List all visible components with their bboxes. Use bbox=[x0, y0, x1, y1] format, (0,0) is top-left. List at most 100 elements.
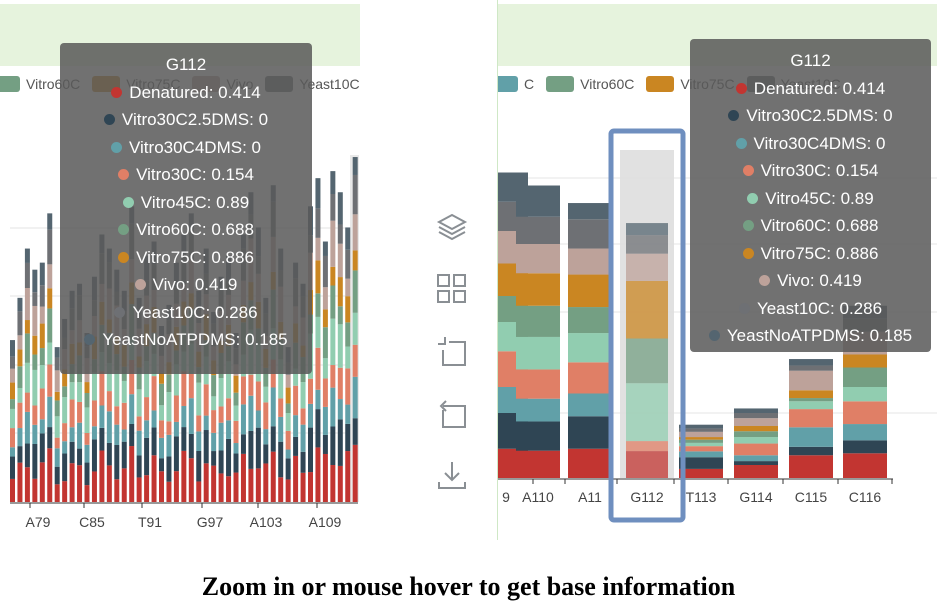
bar-segment[interactable] bbox=[843, 354, 887, 368]
bar-segment[interactable] bbox=[345, 322, 351, 347]
bar-segment[interactable] bbox=[322, 453, 328, 502]
bar-segment[interactable] bbox=[352, 444, 358, 502]
bar-segment[interactable] bbox=[337, 367, 343, 400]
bar-segment[interactable] bbox=[10, 428, 15, 448]
bar-segment[interactable] bbox=[17, 297, 23, 312]
bar-segment[interactable] bbox=[345, 249, 351, 279]
bar-segment[interactable] bbox=[188, 373, 194, 399]
bar-segment[interactable] bbox=[315, 447, 321, 502]
bar-segment[interactable] bbox=[568, 362, 612, 394]
bar-segment[interactable] bbox=[226, 398, 232, 421]
bar-segment[interactable] bbox=[308, 427, 313, 473]
bar-segment[interactable] bbox=[734, 413, 778, 419]
bar-segment[interactable] bbox=[84, 392, 90, 408]
bar-segment[interactable] bbox=[679, 431, 723, 438]
bar-segment[interactable] bbox=[188, 458, 194, 502]
bar-segment[interactable] bbox=[516, 336, 560, 370]
download-icon[interactable] bbox=[430, 453, 474, 497]
bar-segment[interactable] bbox=[308, 378, 313, 404]
bar-segment[interactable] bbox=[39, 262, 45, 286]
bar-segment[interactable] bbox=[679, 468, 723, 478]
bar-segment[interactable] bbox=[32, 269, 38, 293]
bar-segment[interactable] bbox=[293, 385, 299, 416]
bar-segment[interactable] bbox=[626, 223, 668, 236]
bar-segment[interactable] bbox=[54, 391, 60, 401]
bar-segment[interactable] bbox=[330, 387, 336, 427]
bar-segment[interactable] bbox=[54, 400, 60, 417]
bar-segment[interactable] bbox=[337, 306, 343, 325]
bar-segment[interactable] bbox=[196, 481, 202, 502]
bar-segment[interactable] bbox=[24, 333, 30, 363]
bar-segment[interactable] bbox=[84, 444, 90, 463]
bar-segment[interactable] bbox=[10, 456, 15, 479]
bar-segment[interactable] bbox=[159, 420, 164, 438]
bar-segment[interactable] bbox=[17, 366, 23, 388]
bar-segment[interactable] bbox=[114, 424, 120, 445]
bar-segment[interactable] bbox=[47, 364, 53, 397]
bar-segment[interactable] bbox=[84, 462, 90, 486]
bar-segment[interactable] bbox=[337, 419, 343, 466]
bar-segment[interactable] bbox=[352, 270, 358, 313]
bar-segment[interactable] bbox=[233, 453, 239, 473]
bar-segment[interactable] bbox=[17, 446, 23, 463]
bar-segment[interactable] bbox=[734, 426, 778, 432]
bar-segment[interactable] bbox=[114, 444, 120, 480]
bar-segment[interactable] bbox=[843, 401, 887, 425]
bar-segment[interactable] bbox=[211, 410, 217, 433]
bar-segment[interactable] bbox=[196, 450, 202, 482]
bar-segment[interactable] bbox=[568, 333, 612, 363]
bar-segment[interactable] bbox=[233, 375, 239, 393]
bar-segment[interactable] bbox=[91, 372, 97, 401]
bar-segment[interactable] bbox=[32, 305, 38, 336]
bar-segment[interactable] bbox=[226, 361, 232, 399]
bar-segment[interactable] bbox=[679, 451, 723, 458]
bar-segment[interactable] bbox=[173, 395, 179, 422]
bar-segment[interactable] bbox=[789, 398, 833, 402]
bar-segment[interactable] bbox=[255, 468, 261, 502]
bar-segment[interactable] bbox=[516, 305, 560, 337]
bar-segment[interactable] bbox=[330, 365, 336, 388]
bar-segment[interactable] bbox=[337, 243, 343, 278]
bar-segment[interactable] bbox=[226, 476, 232, 502]
bar-segment[interactable] bbox=[345, 296, 351, 323]
bar-segment[interactable] bbox=[32, 369, 38, 406]
bar-segment[interactable] bbox=[679, 457, 723, 469]
bar-segment[interactable] bbox=[62, 441, 68, 454]
bar-segment[interactable] bbox=[151, 410, 157, 428]
bar-segment[interactable] bbox=[233, 420, 239, 444]
bar-segment[interactable] bbox=[226, 438, 232, 477]
bar-segment[interactable] bbox=[32, 424, 38, 444]
bar-segment[interactable] bbox=[315, 347, 321, 390]
bar-segment[interactable] bbox=[734, 455, 778, 462]
bar-segment[interactable] bbox=[218, 422, 224, 451]
bar-segment[interactable] bbox=[47, 213, 53, 230]
bar-segment[interactable] bbox=[337, 465, 343, 502]
bar-segment[interactable] bbox=[278, 416, 284, 442]
bar-segment[interactable] bbox=[62, 423, 68, 442]
bar-segment[interactable] bbox=[218, 473, 224, 502]
bar-segment[interactable] bbox=[278, 477, 284, 502]
bar-segment[interactable] bbox=[17, 462, 23, 502]
bar-segment[interactable] bbox=[352, 214, 358, 251]
bar-segment[interactable] bbox=[330, 465, 336, 502]
bar-segment[interactable] bbox=[285, 413, 291, 431]
bar-segment[interactable] bbox=[218, 378, 224, 407]
zoom-in-icon[interactable] bbox=[430, 329, 474, 373]
bar-segment[interactable] bbox=[255, 427, 261, 469]
bar-segment[interactable] bbox=[293, 368, 299, 386]
bar-segment[interactable] bbox=[114, 370, 120, 407]
bar-segment[interactable] bbox=[263, 463, 269, 502]
bar-segment[interactable] bbox=[516, 398, 560, 422]
bar-segment[interactable] bbox=[345, 368, 351, 405]
bar-segment[interactable] bbox=[315, 237, 321, 261]
bar-segment[interactable] bbox=[77, 401, 83, 423]
bar-segment[interactable] bbox=[300, 451, 306, 473]
bar-segment[interactable] bbox=[24, 411, 30, 444]
bar-segment[interactable] bbox=[734, 418, 778, 426]
bar-segment[interactable] bbox=[679, 442, 723, 447]
bar-segment[interactable] bbox=[166, 374, 172, 393]
bar-segment[interactable] bbox=[679, 446, 723, 452]
bar-segment[interactable] bbox=[99, 450, 105, 502]
bar-segment[interactable] bbox=[136, 477, 142, 502]
bar-segment[interactable] bbox=[300, 424, 306, 452]
